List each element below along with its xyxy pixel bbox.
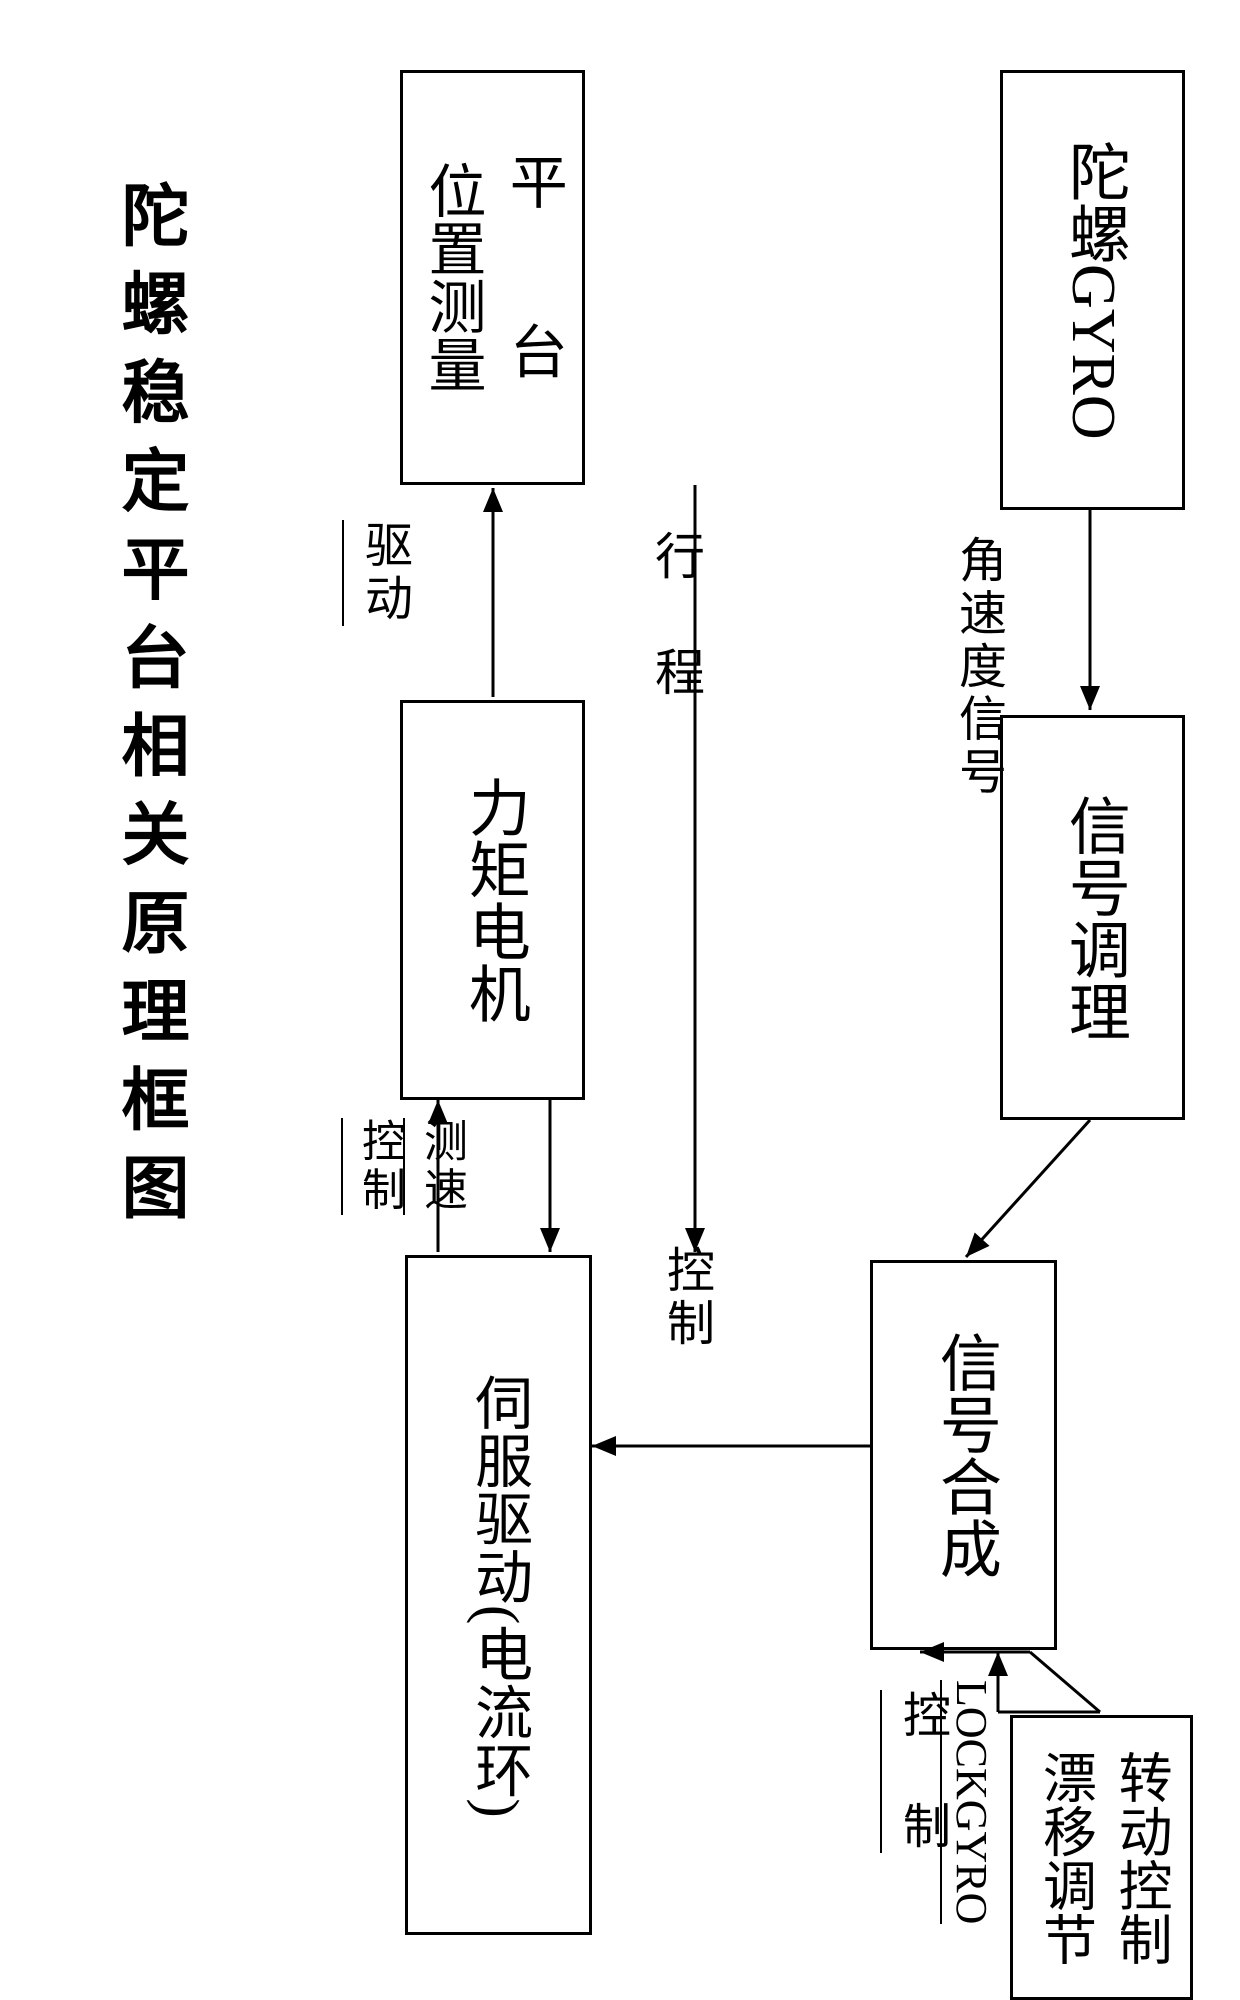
- label-angular-velocity: 角速度信号: [942, 535, 1012, 799]
- box-platform-line1: 平 台: [493, 152, 574, 403]
- label-control-mid: 控制: [650, 1245, 720, 1351]
- box-synth-label: 信号合成: [920, 1331, 1007, 1579]
- box-torque-motor: 力矩电机: [400, 700, 585, 1100]
- box-motor-label: 力矩电机: [449, 776, 536, 1024]
- label-drive: 驱动: [342, 520, 418, 626]
- box-rotation-control: 漂移调节 转动控制: [1010, 1715, 1193, 2000]
- box-rotctrl-line2: 漂移调节: [1026, 1750, 1102, 1966]
- label-travel: 行 程: [640, 530, 712, 701]
- box-gyro: 陀螺GYRO: [1000, 70, 1185, 510]
- box-servo-drive: 伺服驱动(电流环): [405, 1255, 592, 1935]
- box-servo-label: 伺服驱动(电流环): [458, 1373, 539, 1818]
- label-control-sm: 控制: [341, 1118, 411, 1215]
- box-rotctrl-line1: 转动控制: [1102, 1750, 1178, 1966]
- box-signal-conditioning: 信号调理: [1000, 715, 1185, 1120]
- diagram-title: 陀螺稳定平台相关原理框图: [100, 180, 199, 1241]
- box-gyro-label: 陀螺GYRO: [1049, 140, 1136, 440]
- box-signal-synthesis: 信号合成: [870, 1260, 1057, 1650]
- box-platform: 位置测量 平 台: [400, 70, 585, 485]
- diagram-root: 陀螺稳定平台相关原理框图 陀螺GYRO 信号调理 信号合成 漂移调节 转动控制 …: [0, 0, 1240, 1999]
- label-speed: 测速: [403, 1118, 473, 1215]
- box-cond-label: 信号调理: [1049, 794, 1136, 1042]
- box-platform-line2: 位置测量: [411, 152, 492, 403]
- label-lockgyro: LOCKGYRO: [940, 1680, 997, 1924]
